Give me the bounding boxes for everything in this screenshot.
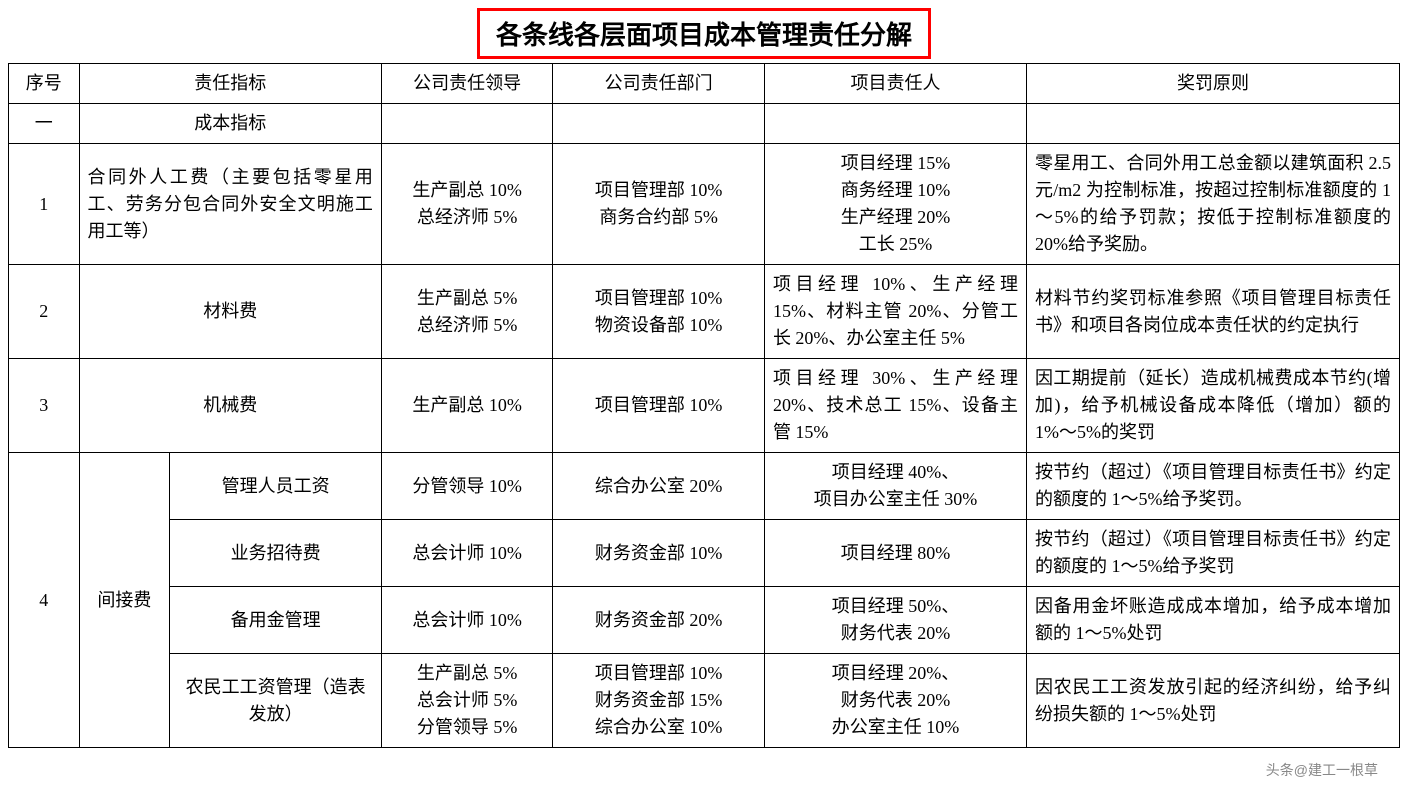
row-principle: 因工期提前（延长）造成机械费成本节约(增加)，给予机械设备成本降低（增加）额的 … [1027,359,1400,453]
row-leader: 生产副总 10% [381,359,552,453]
row-leader: 生产副总 5%总会计师 5%分管领导 5% [381,654,552,748]
row-dept: 项目管理部 10% [553,359,765,453]
table-row: 1 合同外人工费（主要包括零星用工、劳务分包合同外安全文明施工用工等） 生产副总… [9,144,1400,265]
row-person: 项目经理 15%商务经理 10%生产经理 20%工长 25% [764,144,1026,265]
row-principle: 按节约（超过）《项目管理目标责任书》约定的额度的 1～5%给予奖罚。 [1027,453,1400,520]
row-leader: 分管领导 10% [381,453,552,520]
row-indicator: 机械费 [79,359,381,453]
row-indicator: 材料费 [79,265,381,359]
watermark-text: 头条@建工一根草 [1266,760,1378,780]
row-indicator: 农民工工资管理（造表发放） [170,654,382,748]
row-group-label: 间接费 [79,453,170,748]
row-seq: 3 [9,359,80,453]
row-leader: 生产副总 5%总经济师 5% [381,265,552,359]
row-indicator: 管理人员工资 [170,453,382,520]
table-row: 一 成本指标 [9,104,1400,144]
header-reward-principle: 奖罚原则 [1027,64,1400,104]
row-principle: 因农民工工资发放引起的经济纠纷，给予纠纷损失额的 1～5%处罚 [1027,654,1400,748]
row-dept: 项目管理部 10%物资设备部 10% [553,265,765,359]
cell-empty [553,104,765,144]
row-principle: 零星用工、合同外用工总金额以建筑面积 2.5 元/m2 为控制标准，按超过控制标… [1027,144,1400,265]
row-person: 项目经理 40%、项目办公室主任 30% [764,453,1026,520]
table-row: 2 材料费 生产副总 5%总经济师 5% 项目管理部 10%物资设备部 10% … [9,265,1400,359]
header-company-dept: 公司责任部门 [553,64,765,104]
row-principle: 材料节约奖罚标准参照《项目管理目标责任书》和项目各岗位成本责任状的约定执行 [1027,265,1400,359]
row-person: 项目经理 30%、生产经理 20%、技术总工 15%、设备主管 15% [764,359,1026,453]
table-row: 农民工工资管理（造表发放） 生产副总 5%总会计师 5%分管领导 5% 项目管理… [9,654,1400,748]
row-dept: 财务资金部 10% [553,520,765,587]
table-row: 3 机械费 生产副总 10% 项目管理部 10% 项目经理 30%、生产经理 2… [9,359,1400,453]
row-principle: 按节约（超过）《项目管理目标责任书》约定的额度的 1～5%给予奖罚 [1027,520,1400,587]
row-leader: 生产副总 10%总经济师 5% [381,144,552,265]
row-indicator: 备用金管理 [170,587,382,654]
title-container: 各条线各层面项目成本管理责任分解 [8,8,1400,59]
header-project-person: 项目责任人 [764,64,1026,104]
row-indicator: 合同外人工费（主要包括零星用工、劳务分包合同外安全文明施工用工等） [79,144,381,265]
table-row: 业务招待费 总会计师 10% 财务资金部 10% 项目经理 80% 按节约（超过… [9,520,1400,587]
row-person: 项目经理 50%、财务代表 20% [764,587,1026,654]
row-seq: 1 [9,144,80,265]
row-dept: 项目管理部 10%商务合约部 5% [553,144,765,265]
table-row: 备用金管理 总会计师 10% 财务资金部 20% 项目经理 50%、财务代表 2… [9,587,1400,654]
row-seq: 2 [9,265,80,359]
cell-empty [1027,104,1400,144]
row-person: 项目经理 80% [764,520,1026,587]
row-seq: 4 [9,453,80,748]
row-dept: 项目管理部 10%财务资金部 15%综合办公室 10% [553,654,765,748]
responsibility-table: 序号 责任指标 公司责任领导 公司责任部门 项目责任人 奖罚原则 一 成本指标 … [8,63,1400,748]
section-seq: 一 [9,104,80,144]
row-leader: 总会计师 10% [381,587,552,654]
row-indicator: 业务招待费 [170,520,382,587]
page-title: 各条线各层面项目成本管理责任分解 [477,8,931,59]
row-principle: 因备用金坏账造成成本增加，给予成本增加额的 1～5%处罚 [1027,587,1400,654]
header-indicator: 责任指标 [79,64,381,104]
cell-empty [381,104,552,144]
cell-empty [764,104,1026,144]
row-leader: 总会计师 10% [381,520,552,587]
table-header-row: 序号 责任指标 公司责任领导 公司责任部门 项目责任人 奖罚原则 [9,64,1400,104]
header-seq: 序号 [9,64,80,104]
table-row: 4 间接费 管理人员工资 分管领导 10% 综合办公室 20% 项目经理 40%… [9,453,1400,520]
row-person: 项目经理 10%、生产经理 15%、材料主管 20%、分管工长 20%、办公室主… [764,265,1026,359]
row-dept: 综合办公室 20% [553,453,765,520]
section-label: 成本指标 [79,104,381,144]
header-company-leader: 公司责任领导 [381,64,552,104]
row-dept: 财务资金部 20% [553,587,765,654]
row-person: 项目经理 20%、财务代表 20%办公室主任 10% [764,654,1026,748]
